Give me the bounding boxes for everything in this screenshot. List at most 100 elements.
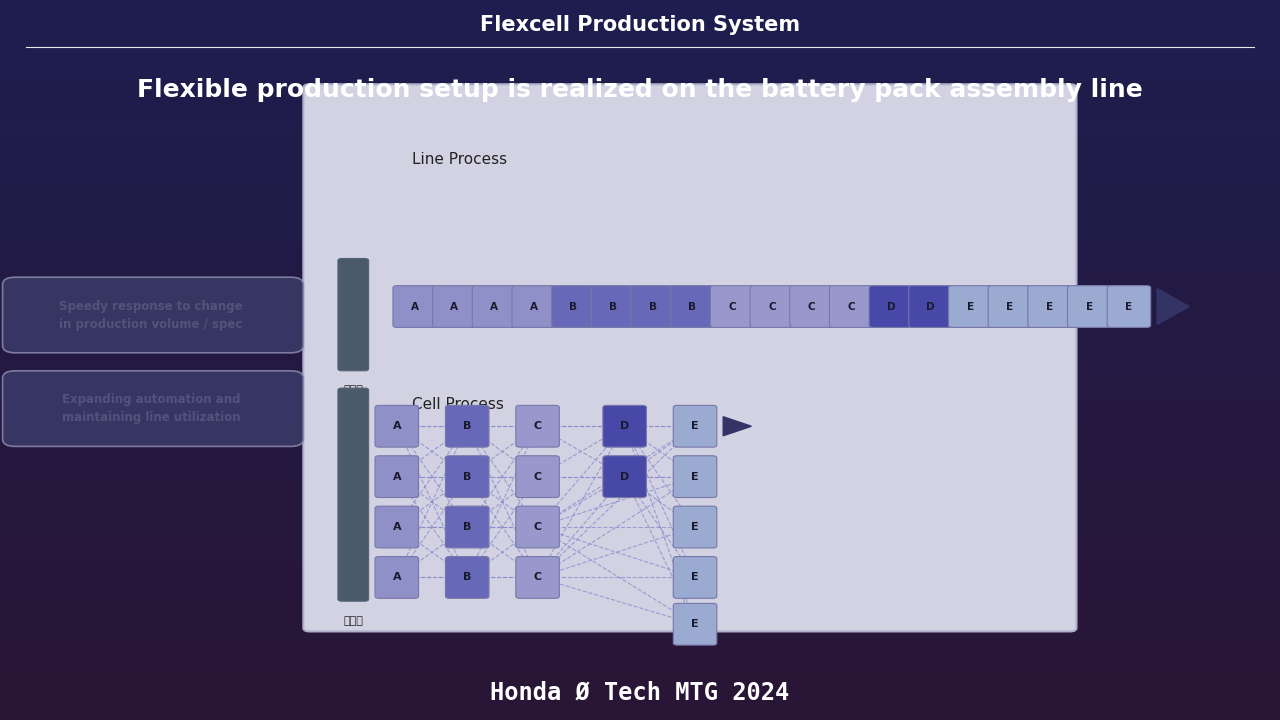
Bar xyxy=(0,574,1280,576)
Bar xyxy=(0,113,1280,115)
Bar xyxy=(0,533,1280,535)
Bar xyxy=(0,621,1280,624)
Bar xyxy=(0,221,1280,223)
Bar xyxy=(0,552,1280,554)
Bar xyxy=(0,50,1280,53)
Text: Cell Process: Cell Process xyxy=(412,397,504,412)
Text: E: E xyxy=(691,421,699,431)
Bar xyxy=(0,245,1280,247)
Bar xyxy=(0,583,1280,585)
Bar xyxy=(0,542,1280,545)
Bar xyxy=(0,63,1280,65)
Bar xyxy=(0,497,1280,499)
Text: 生産量: 生産量 xyxy=(343,385,364,395)
Bar xyxy=(0,672,1280,675)
Bar xyxy=(0,106,1280,108)
Bar xyxy=(0,279,1280,281)
Bar xyxy=(0,43,1280,45)
FancyBboxPatch shape xyxy=(445,506,489,548)
Bar xyxy=(0,576,1280,578)
Bar xyxy=(0,207,1280,209)
Bar xyxy=(0,377,1280,379)
Bar xyxy=(0,261,1280,264)
Bar xyxy=(0,144,1280,146)
Bar xyxy=(0,475,1280,477)
Bar xyxy=(0,130,1280,132)
Bar xyxy=(0,600,1280,603)
Bar xyxy=(0,65,1280,67)
Bar xyxy=(0,286,1280,288)
Bar xyxy=(0,538,1280,540)
Bar xyxy=(0,480,1280,482)
Bar xyxy=(0,391,1280,394)
Bar xyxy=(0,482,1280,485)
FancyBboxPatch shape xyxy=(303,84,1076,631)
Bar xyxy=(0,684,1280,686)
FancyBboxPatch shape xyxy=(516,456,559,498)
Bar xyxy=(0,211,1280,214)
Bar xyxy=(0,225,1280,228)
Bar xyxy=(0,650,1280,653)
Bar xyxy=(0,499,1280,502)
Bar xyxy=(0,31,1280,34)
FancyBboxPatch shape xyxy=(948,286,992,328)
Bar xyxy=(0,367,1280,369)
Bar xyxy=(0,593,1280,595)
Bar xyxy=(0,382,1280,384)
FancyBboxPatch shape xyxy=(750,286,794,328)
Bar xyxy=(0,175,1280,178)
Text: E: E xyxy=(691,522,699,532)
Bar xyxy=(0,24,1280,27)
Bar xyxy=(0,135,1280,137)
FancyBboxPatch shape xyxy=(472,286,516,328)
Bar xyxy=(0,271,1280,274)
Bar xyxy=(0,346,1280,348)
FancyBboxPatch shape xyxy=(673,405,717,447)
Text: B: B xyxy=(689,302,696,312)
Bar xyxy=(0,610,1280,612)
Text: Flexcell Production System: Flexcell Production System xyxy=(480,15,800,35)
Bar xyxy=(0,192,1280,194)
Text: B: B xyxy=(609,302,617,312)
FancyBboxPatch shape xyxy=(393,286,436,328)
Bar xyxy=(0,41,1280,43)
Bar xyxy=(0,341,1280,343)
Bar xyxy=(0,300,1280,302)
Bar xyxy=(0,355,1280,358)
Text: E: E xyxy=(691,572,699,582)
Bar xyxy=(0,89,1280,91)
FancyBboxPatch shape xyxy=(673,506,717,548)
Bar xyxy=(0,269,1280,271)
Bar xyxy=(0,161,1280,163)
Bar xyxy=(0,115,1280,117)
Text: B: B xyxy=(649,302,657,312)
Bar xyxy=(0,677,1280,679)
Bar xyxy=(0,646,1280,648)
FancyBboxPatch shape xyxy=(710,286,754,328)
Bar xyxy=(0,168,1280,171)
Bar xyxy=(0,526,1280,528)
Bar xyxy=(0,506,1280,509)
Bar xyxy=(0,418,1280,420)
Bar xyxy=(0,430,1280,432)
Bar xyxy=(0,682,1280,684)
Bar xyxy=(0,254,1280,257)
Bar xyxy=(0,559,1280,562)
Text: A: A xyxy=(393,522,401,532)
Bar xyxy=(0,523,1280,526)
Bar xyxy=(0,238,1280,240)
Bar xyxy=(0,58,1280,60)
Bar xyxy=(0,264,1280,266)
FancyBboxPatch shape xyxy=(673,603,717,645)
FancyBboxPatch shape xyxy=(909,286,952,328)
Bar xyxy=(0,180,1280,182)
Bar xyxy=(0,662,1280,665)
FancyBboxPatch shape xyxy=(829,286,873,328)
Bar xyxy=(0,125,1280,127)
FancyBboxPatch shape xyxy=(445,405,489,447)
Bar xyxy=(0,449,1280,451)
Bar xyxy=(0,194,1280,197)
Bar xyxy=(0,274,1280,276)
Text: E: E xyxy=(691,472,699,482)
Bar xyxy=(0,456,1280,459)
